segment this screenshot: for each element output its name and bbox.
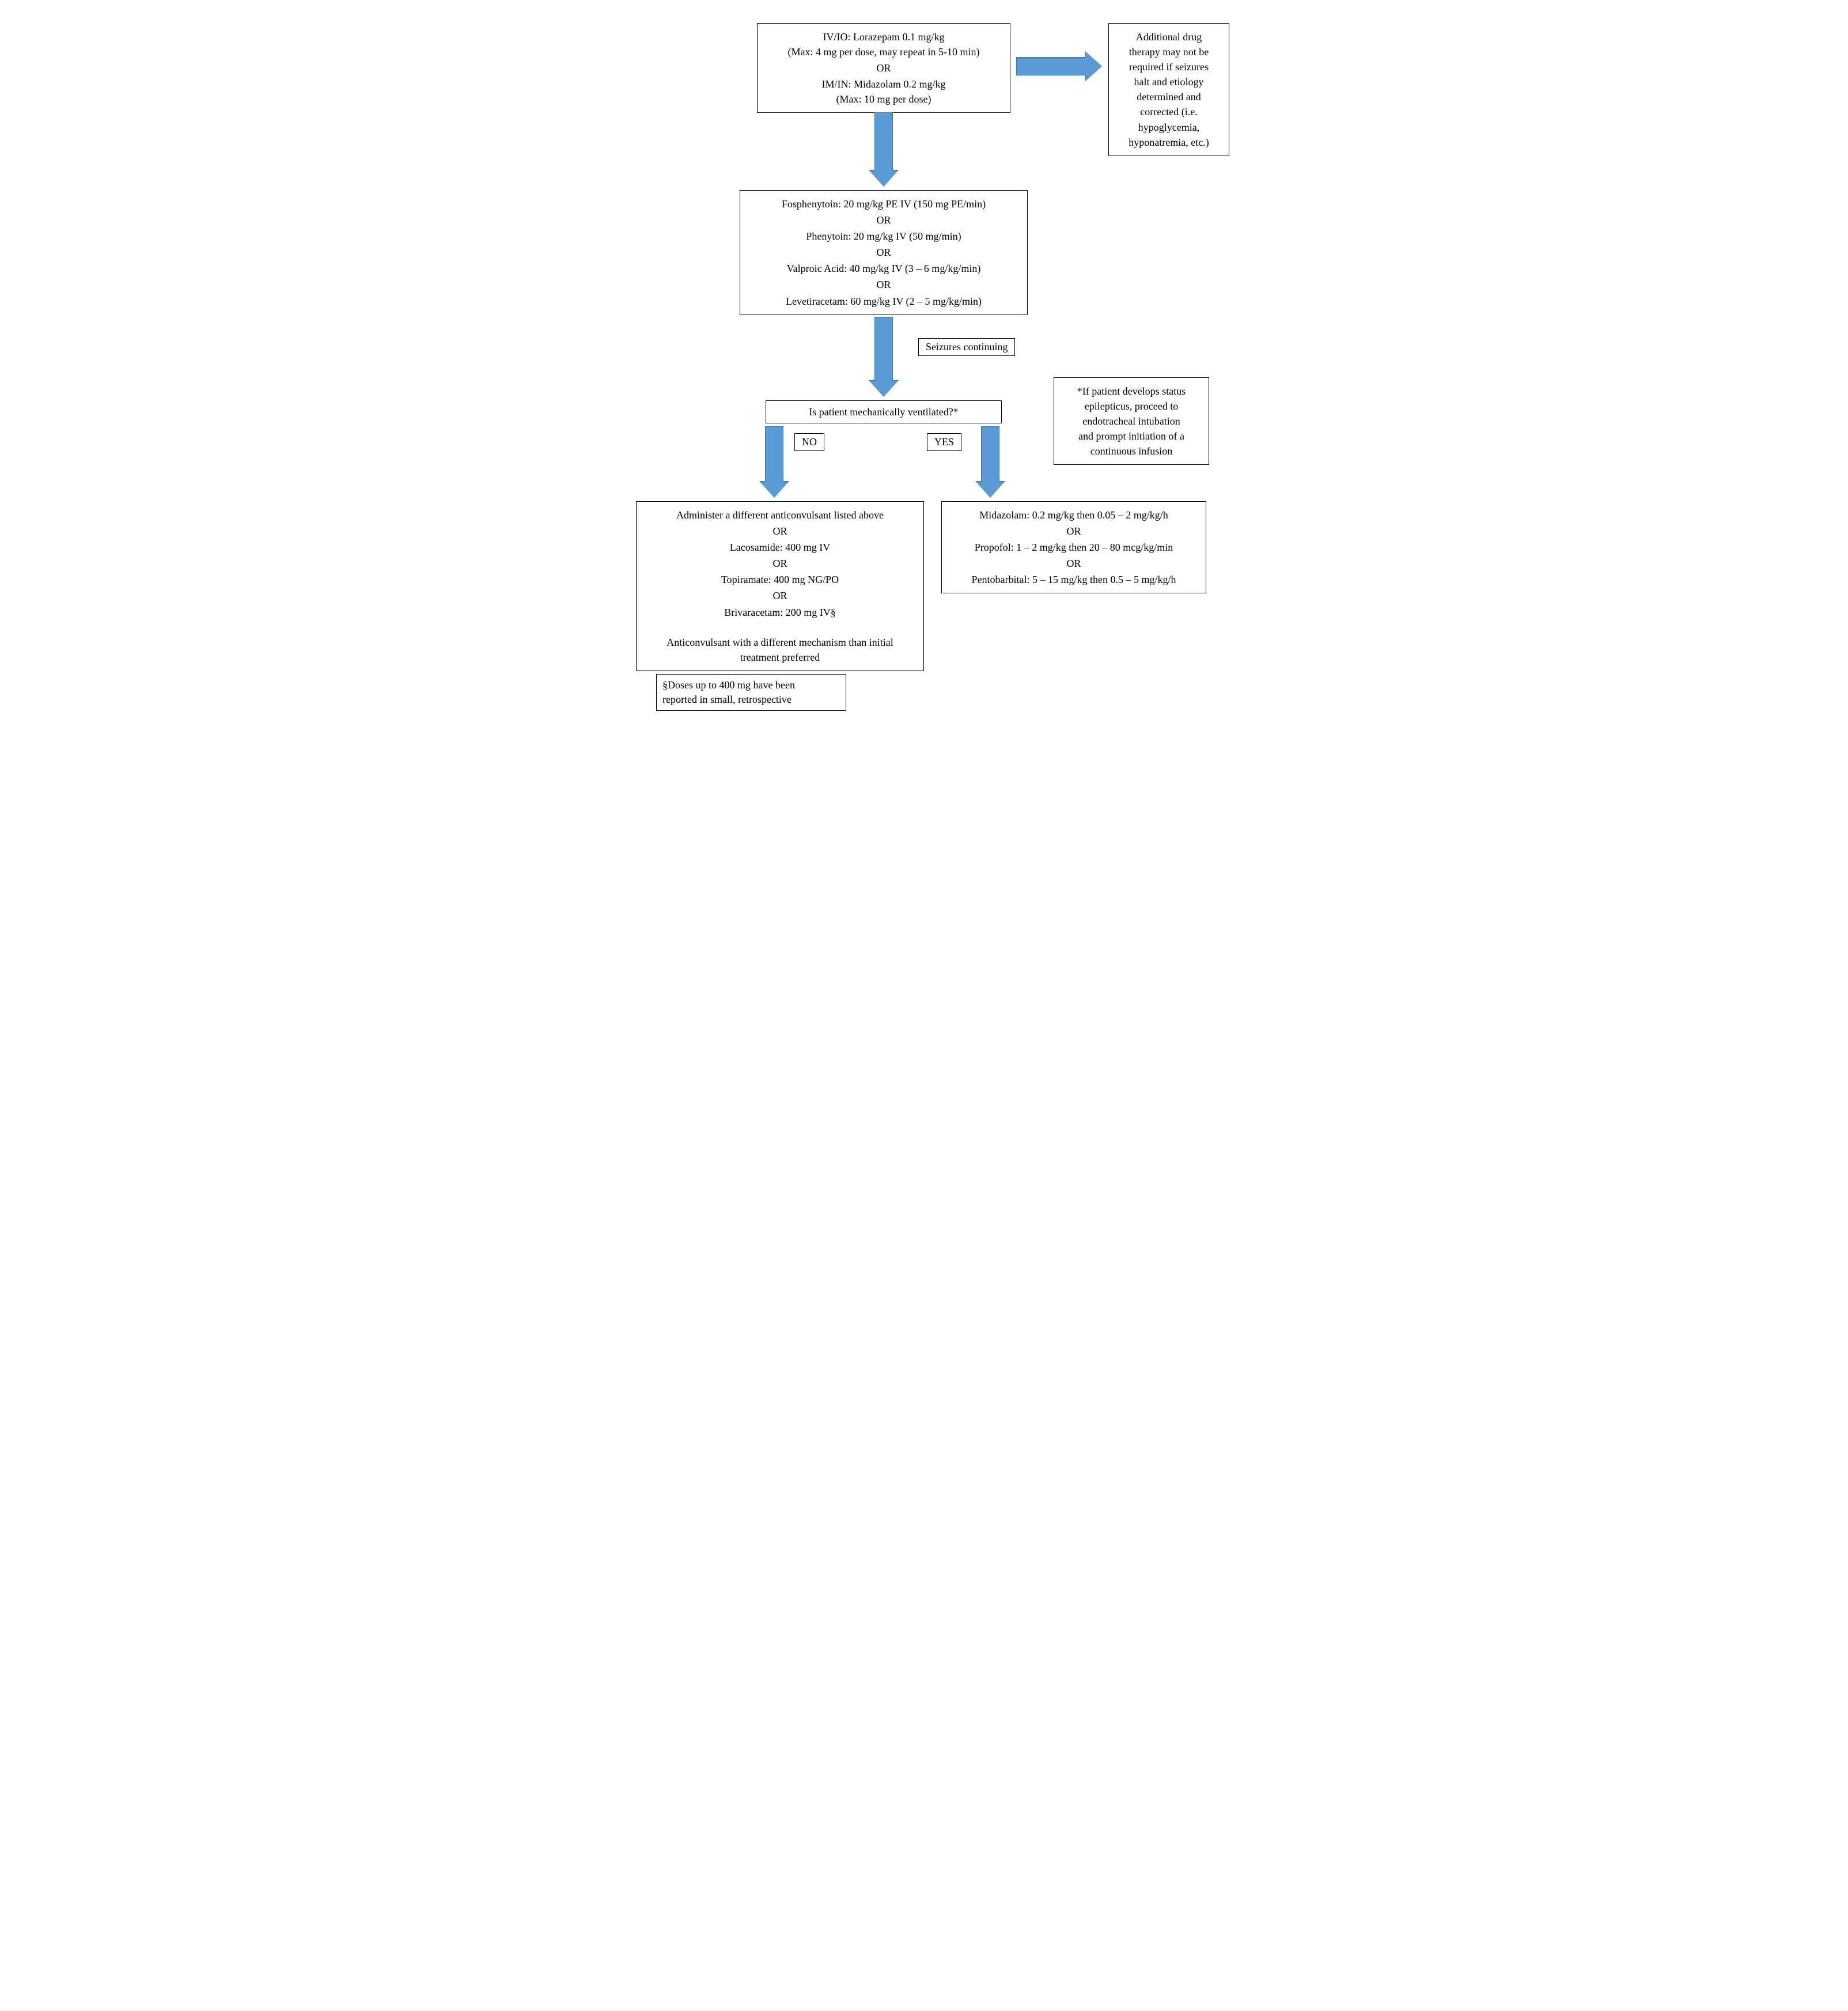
or-separator: OR [950, 524, 1198, 539]
note-status-epilepticus: *If patient develops status epilepticus,… [1054, 377, 1209, 465]
label-no: NO [794, 433, 824, 451]
text-line: reported in small, retrospective [662, 692, 840, 707]
text-line: Phenytoin: 20 mg/kg IV (50 mg/min) [748, 229, 1019, 244]
arrow-right-icon [1016, 52, 1102, 81]
text-line: IV/IO: Lorazepam 0.1 mg/kg [766, 29, 1002, 44]
or-separator: OR [645, 588, 915, 603]
text-line: Topiramate: 400 mg NG/PO [645, 572, 915, 587]
text-line: therapy may not be [1117, 44, 1221, 59]
label-yes: YES [927, 433, 961, 451]
text-line: Brivaracetam: 200 mg IV§ [645, 605, 915, 620]
text-line: *If patient develops status [1062, 384, 1201, 399]
text-line: Additional drug [1117, 29, 1221, 44]
or-separator: OR [950, 556, 1198, 571]
or-separator: OR [645, 556, 915, 571]
note-additional-therapy: Additional drug therapy may not be requi… [1108, 23, 1229, 156]
decision-ventilated: Is patient mechanically ventilated?* [766, 400, 1002, 423]
text-line: epilepticus, proceed to [1062, 399, 1201, 414]
text-line: (Max: 10 mg per dose) [766, 92, 1002, 107]
flowchart-canvas: IV/IO: Lorazepam 0.1 mg/kg (Max: 4 mg pe… [607, 23, 1241, 732]
text-line: IM/IN: Midazolam 0.2 mg/kg [766, 77, 1002, 92]
text-line: hypoglycemia, [1117, 120, 1221, 135]
step-2-second-line-agents: Fosphenytoin: 20 mg/kg PE IV (150 mg PE/… [740, 190, 1028, 315]
text-line: (Max: 4 mg per dose, may repeat in 5-10 … [766, 44, 1002, 59]
text-line: endotracheal intubation [1062, 414, 1201, 429]
arrow-down-icon [869, 112, 898, 187]
label-seizures-continuing: Seizures continuing [918, 338, 1015, 356]
or-separator: OR [748, 213, 1019, 228]
text-line: Propofol: 1 – 2 mg/kg then 20 – 80 mcg/k… [950, 540, 1198, 555]
or-separator: OR [645, 524, 915, 539]
text-line: treatment preferred [645, 650, 915, 665]
text-line: required if seizures [1117, 59, 1221, 74]
arrow-down-yes-icon [976, 426, 1005, 498]
or-separator: OR [748, 277, 1019, 292]
text-line: halt and etiology [1117, 74, 1221, 89]
or-separator: OR [766, 60, 1002, 75]
branch-no-options: Administer a different anticonvulsant li… [636, 501, 924, 671]
text-line: Lacosamide: 400 mg IV [645, 540, 915, 555]
text-line: Anticonvulsant with a different mechanis… [645, 635, 915, 650]
text-line: hyponatremia, etc.) [1117, 135, 1221, 150]
or-separator: OR [748, 245, 1019, 260]
arrow-down-icon [869, 317, 898, 397]
text-line: determined and [1117, 89, 1221, 104]
branch-yes-options: Midazolam: 0.2 mg/kg then 0.05 – 2 mg/kg… [941, 501, 1206, 593]
text-line: Administer a different anticonvulsant li… [645, 508, 915, 522]
text-line: Levetiracetam: 60 mg/kg IV (2 – 5 mg/kg/… [748, 294, 1019, 309]
text-line: Pentobarbital: 5 – 15 mg/kg then 0.5 – 5… [950, 572, 1198, 587]
text-line [645, 620, 915, 635]
text-line: and prompt initiation of a [1062, 429, 1201, 444]
text-line: continuous infusion [1062, 444, 1201, 459]
text-line: Fosphenytoin: 20 mg/kg PE IV (150 mg PE/… [748, 196, 1019, 211]
text-line: Valproic Acid: 40 mg/kg IV (3 – 6 mg/kg/… [748, 261, 1019, 276]
step-1-benzodiazepines: IV/IO: Lorazepam 0.1 mg/kg (Max: 4 mg pe… [757, 23, 1010, 113]
arrow-down-no-icon [760, 426, 789, 498]
text-line: §Doses up to 400 mg have been [662, 678, 840, 692]
text-line: Midazolam: 0.2 mg/kg then 0.05 – 2 mg/kg… [950, 508, 1198, 522]
text-line: corrected (i.e. [1117, 104, 1221, 119]
footnote-doses: §Doses up to 400 mg have been reported i… [656, 674, 846, 711]
